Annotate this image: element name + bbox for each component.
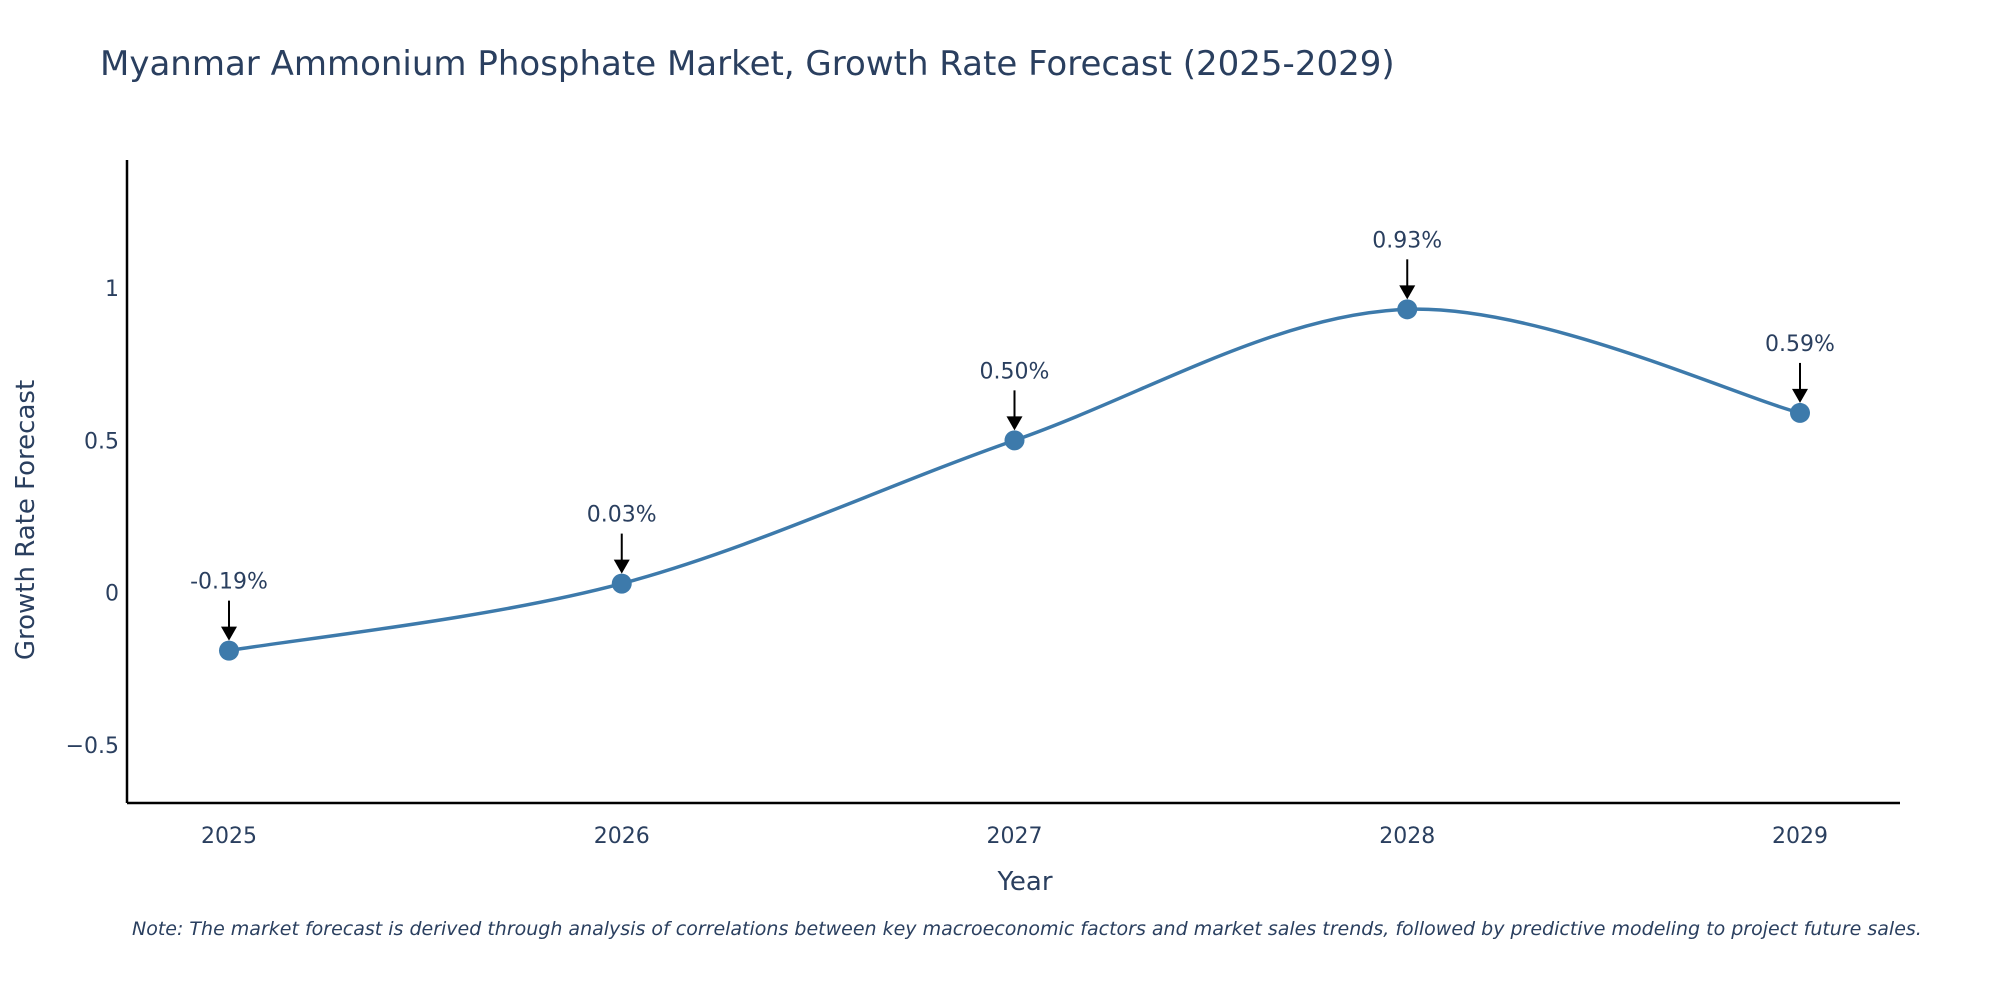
data-point xyxy=(219,640,239,661)
x-tick-label: 2028 xyxy=(1379,824,1435,849)
data-label: 0.93% xyxy=(1372,228,1442,253)
annotation-arrow-head xyxy=(1399,285,1416,300)
data-point xyxy=(1397,299,1418,320)
data-label: 0.59% xyxy=(1765,332,1835,357)
annotation-arrow-head xyxy=(1792,388,1808,403)
x-tick-label: 2027 xyxy=(987,824,1043,849)
data-point xyxy=(611,573,632,594)
y-axis-title: Growth Rate Forecast xyxy=(11,380,41,660)
data-label: -0.19% xyxy=(190,570,268,595)
chart-title: Myanmar Ammonium Phosphate Market, Growt… xyxy=(100,44,1395,84)
data-label: 0.50% xyxy=(980,359,1050,384)
x-tick-label: 2025 xyxy=(201,824,257,849)
data-point xyxy=(1790,402,1810,423)
x-tick-label: 2029 xyxy=(1772,824,1828,849)
y-tick-label: 1 xyxy=(105,277,119,302)
footnote: Note: The market forecast is derived thr… xyxy=(132,918,1922,940)
annotation-arrow-head xyxy=(1006,416,1023,431)
ticks: 2025 2026 2027 2028 2029 −0.5 0 0.5 1 xyxy=(66,277,1828,849)
annotation-arrow-head xyxy=(613,559,630,574)
data-point xyxy=(1004,430,1025,451)
y-tick-label: 0 xyxy=(105,582,119,607)
axes xyxy=(125,160,1900,805)
y-tick-label: −0.5 xyxy=(66,734,119,759)
annotation-arrow-head xyxy=(221,626,237,641)
data-labels: -0.19% 0.03% 0.50% 0.93% 0.59% xyxy=(190,228,1835,641)
series xyxy=(219,299,1810,661)
x-axis-title: Year xyxy=(996,867,1052,897)
y-tick-label: 0.5 xyxy=(84,429,119,454)
data-label: 0.03% xyxy=(587,503,657,528)
x-tick-label: 2026 xyxy=(594,824,650,849)
